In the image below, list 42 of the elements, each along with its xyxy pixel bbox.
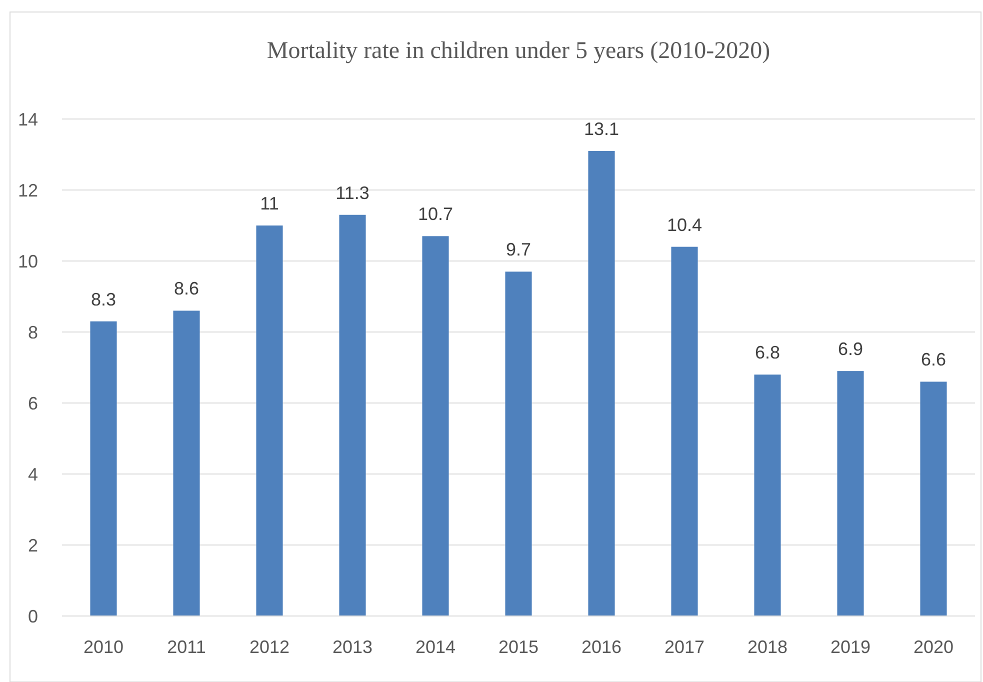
bar — [920, 382, 947, 616]
bar — [173, 310, 200, 616]
data-label: 6.8 — [754, 342, 780, 363]
bar — [90, 321, 117, 616]
y-tick-label: 8 — [28, 322, 38, 342]
y-tick-label: 0 — [28, 606, 38, 626]
x-tick-label: 2020 — [913, 637, 954, 657]
data-label: 11 — [260, 194, 279, 214]
y-tick-label: 2 — [28, 535, 38, 556]
bar — [754, 374, 781, 616]
data-label: 9.7 — [506, 240, 532, 260]
data-label: 8.6 — [174, 278, 200, 299]
data-label: 10.7 — [418, 204, 454, 224]
x-tick-label: 2011 — [167, 637, 206, 657]
x-tick-label: 2015 — [498, 637, 539, 657]
bar — [505, 272, 532, 616]
bar — [339, 214, 366, 616]
x-tick-label: 2010 — [83, 637, 124, 657]
x-tick-label: 2014 — [415, 637, 456, 657]
y-tick-label: 4 — [28, 464, 38, 484]
chart-title: Mortality rate in children under 5 years (2010-2020) — [266, 38, 770, 64]
x-tick-label: 2019 — [830, 637, 871, 657]
data-label: 6.9 — [838, 339, 864, 360]
data-label: 8.3 — [90, 289, 116, 310]
x-tick-label: 2016 — [581, 637, 622, 657]
y-tick-label: 12 — [18, 180, 38, 200]
bar — [422, 236, 449, 616]
x-tick-label: 2017 — [664, 637, 705, 657]
data-label: 11.3 — [336, 182, 370, 203]
bar — [256, 226, 283, 616]
bar — [837, 371, 864, 616]
x-tick-label: 2012 — [249, 637, 290, 657]
y-tick-label: 6 — [28, 393, 38, 414]
x-tick-label: 2013 — [332, 637, 373, 657]
bar — [671, 246, 698, 616]
bar — [588, 150, 615, 616]
data-label: 6.6 — [920, 350, 946, 370]
data-label: 13.1 — [584, 118, 620, 139]
y-tick-label: 10 — [18, 251, 38, 272]
y-tick-label: 14 — [18, 109, 38, 130]
data-label: 10.4 — [666, 214, 702, 235]
x-tick-label: 2018 — [747, 637, 788, 657]
